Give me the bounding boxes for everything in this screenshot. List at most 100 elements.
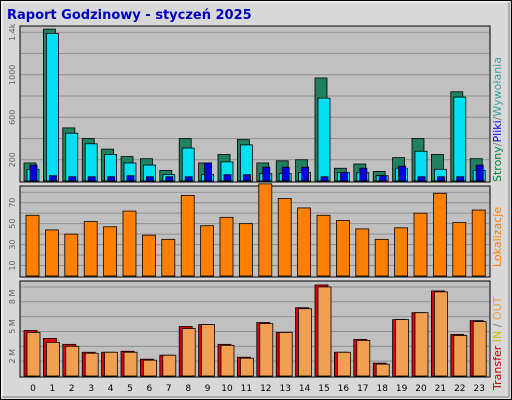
pages-bar [49,175,57,182]
transfer-out-bar [395,319,410,377]
pages-bar [301,166,310,182]
transfer-out-bar [239,357,254,377]
hour-label: 14 [299,384,311,394]
pages-tick-label: 1000 [8,65,17,85]
transfer-out-bar [317,286,332,377]
transfer-tick-label: 2 M [8,349,17,364]
visits-bar [355,228,370,277]
hour-label: 16 [338,384,350,394]
visits-panel-bg [19,185,491,278]
pages-tick-label: 600 [8,110,17,125]
hour-label: 10 [221,384,233,394]
transfer-out-bar [472,321,487,377]
hour-label: 4 [108,384,114,394]
visits-tick-label: 50 [8,219,17,229]
files-bar [65,132,79,182]
visits-bar [45,229,59,277]
tick-labels: 200 600 1000 1.4k 10 30 50 70 2 M 5 M 8 M [8,23,17,363]
pages-bar [281,166,290,182]
transfer-out-bar [142,359,157,377]
visits-bar [452,222,467,277]
transfer-out-bar [278,332,293,377]
transfer-out-bar [433,291,448,377]
pages-bar [378,175,387,182]
visits-bar [64,233,79,277]
side-label-part: Transfer [491,345,504,391]
pages-bar [456,176,465,182]
pages-bar [165,176,174,182]
side-label-part: Strony [491,146,504,182]
pages-bar [184,176,193,182]
transfer-out-bar [123,351,138,377]
hour-label: 13 [279,384,290,394]
pages-bar [242,174,251,182]
hour-label: 3 [88,384,94,394]
visits-bar [141,234,156,277]
pages-bar [475,164,484,182]
hour-label: 1 [50,384,56,394]
hour-label: 6 [147,384,153,394]
side-label-part: / [491,116,504,120]
hour-label: 21 [435,384,446,394]
visits-bar [83,221,98,277]
bars [23,28,487,377]
pages-bar [126,175,135,182]
visits-bar [432,192,447,277]
pages-bar [68,176,77,182]
side-label-part: Pliki [491,120,504,142]
transfer-out-bar [26,332,41,377]
transfer-tick-label: 8 M [8,289,17,304]
visits-bar [103,226,117,277]
pages-tick-label: 1.4k [8,23,17,41]
pages-bar [204,162,213,182]
visits-tick-label: 30 [8,239,17,249]
hour-label: 11 [241,384,252,394]
hour-labels: 0 1 2 3 4 5 6 7 8 9 10 11 12 13 14 15 16 17 18 19 20 21 22 23 [30,384,485,394]
visits-tick-label: 70 [8,198,17,208]
hour-label: 22 [454,384,465,394]
hour-label: 2 [69,384,75,394]
transfer-out-bar [298,308,313,377]
side-label-part: OUT [491,296,504,320]
side-label-part: / [491,142,504,146]
hour-label: 7 [166,384,172,394]
visits-bar [180,194,195,277]
files-bar [46,32,59,182]
visits-bar [374,238,389,277]
transfer-tick-label: 5 M [8,319,17,334]
transfer-out-bar [453,335,468,377]
transfer-out-bar [356,339,371,377]
transfer-side-label: Transfer IN / OUT [491,296,504,391]
transfer-out-bar [201,324,216,377]
pages-bar [417,176,426,182]
transfer-out-bar [46,341,60,377]
transfer-out-bar [414,312,429,377]
visits-bar [394,227,409,277]
hour-label: 8 [185,384,191,394]
transfer-out-bar [84,352,99,377]
hour-label: 15 [318,384,329,394]
visits-bar [238,223,253,277]
visits-bar [335,220,350,277]
visits-bar [258,183,273,277]
side-label-part: / [491,320,504,331]
files-bar [84,143,98,182]
transfer-out-bar [162,354,177,377]
hour-label: 17 [357,384,368,394]
visits-bar [413,212,428,277]
transfer-out-bar [65,345,80,377]
pages-tick-label: 200 [8,152,17,167]
pages-bar [29,164,38,182]
files-bar [181,147,195,182]
files-bar [453,96,467,182]
pages-bar [436,176,445,182]
pages-side-label: Strony/Pliki/Wywołania [491,57,504,182]
hour-label: 23 [473,384,484,394]
visits-bar [316,214,331,277]
side-label-part: Wywołania [491,57,504,117]
hour-label: 9 [205,384,211,394]
transfer-out-bar [104,351,118,377]
